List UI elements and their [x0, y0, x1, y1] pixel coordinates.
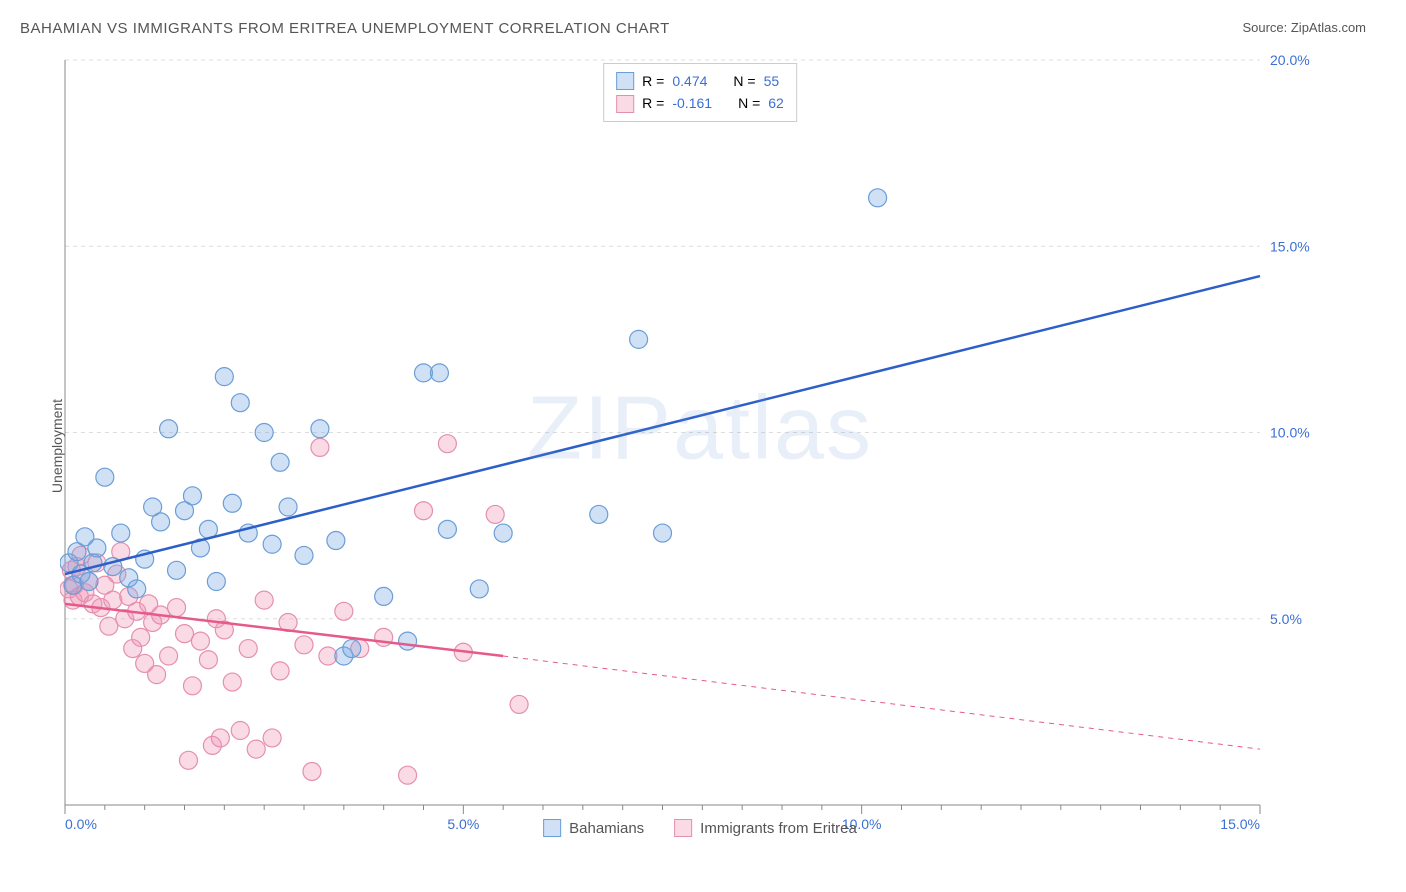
n-value-eritrea: 62	[768, 92, 784, 114]
source-attribution: Source: ZipAtlas.com	[1242, 20, 1366, 35]
swatch-eritrea-icon	[616, 95, 634, 113]
swatch-bahamians-icon	[543, 819, 561, 837]
swatch-bahamians-icon	[616, 72, 634, 90]
legend-row-bahamians: R = 0.474 N = 55	[616, 70, 784, 92]
r-label: R =	[642, 92, 664, 114]
svg-text:5.0%: 5.0%	[1270, 611, 1302, 627]
svg-text:0.0%: 0.0%	[65, 816, 97, 832]
legend-correlation-box: R = 0.474 N = 55 R = -0.161 N = 62	[603, 63, 797, 122]
r-label: R =	[642, 70, 664, 92]
swatch-eritrea-icon	[674, 819, 692, 837]
r-value-eritrea: -0.161	[672, 92, 712, 114]
n-label: N =	[738, 92, 760, 114]
legend-label-bahamians: Bahamians	[569, 820, 644, 837]
legend-label-eritrea: Immigrants from Eritrea	[700, 820, 857, 837]
legend-item-bahamians: Bahamians	[543, 819, 644, 837]
chart-container: BAHAMIAN VS IMMIGRANTS FROM ERITREA UNEM…	[0, 0, 1406, 892]
n-label: N =	[733, 70, 755, 92]
svg-text:15.0%: 15.0%	[1270, 238, 1310, 254]
svg-text:15.0%: 15.0%	[1220, 816, 1260, 832]
legend-item-eritrea: Immigrants from Eritrea	[674, 819, 857, 837]
n-value-bahamians: 55	[764, 70, 780, 92]
r-value-bahamians: 0.474	[672, 70, 707, 92]
svg-text:10.0%: 10.0%	[1270, 425, 1310, 441]
chart-svg: 0.0%5.0%10.0%15.0%5.0%10.0%15.0%20.0%	[60, 55, 1340, 835]
legend-series-box: Bahamians Immigrants from Eritrea	[543, 819, 857, 837]
svg-text:5.0%: 5.0%	[447, 816, 479, 832]
plot-area: ZIPatlas 0.0%5.0%10.0%15.0%5.0%10.0%15.0…	[60, 55, 1340, 835]
legend-row-eritrea: R = -0.161 N = 62	[616, 92, 784, 114]
chart-title: BAHAMIAN VS IMMIGRANTS FROM ERITREA UNEM…	[20, 20, 670, 37]
svg-text:20.0%: 20.0%	[1270, 55, 1310, 68]
